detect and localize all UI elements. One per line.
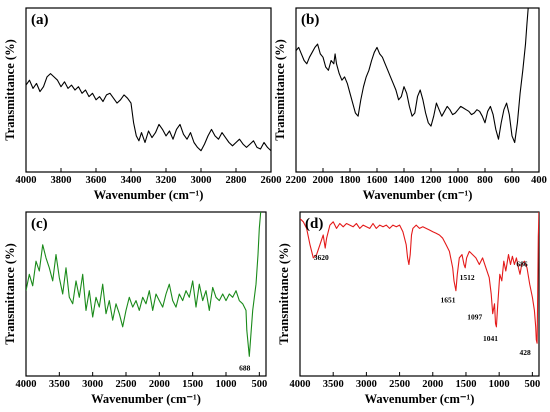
x-tick-label: 1000	[489, 379, 510, 390]
panel-d: 4000 3500 3000 2500 2000 1500 1000 500 Wavenumbe…	[277, 211, 540, 406]
peak-annotation: 428	[520, 348, 532, 357]
peak-annotation: 1512	[460, 273, 475, 282]
plot-frame	[299, 211, 540, 377]
x-tick-label: 2000	[149, 379, 170, 390]
panel-label: (b)	[301, 12, 319, 28]
x-tick-label: 1800	[340, 175, 361, 186]
peak-annotation: 686	[516, 259, 528, 268]
panel-b: 2200 2000 1800 1600 1400 1200 1000 800 600 400 Wav…	[273, 7, 547, 202]
peak-annotation: 1651	[440, 296, 455, 305]
peak-annotation: 1041	[483, 334, 498, 343]
x-tick-label: 1500	[455, 379, 476, 390]
x-tick-label: 1600	[367, 175, 388, 186]
x-axis-title: Wavenumber (cm⁻¹)	[91, 392, 201, 406]
y-axis-title: Transmittance (%)	[3, 39, 17, 141]
spectrum-line	[26, 212, 262, 357]
panel-c: 4000 3500 3000 2500 2000 1500 1000 500 Wavenumbe…	[3, 211, 267, 406]
x-tick-label: 3000	[191, 175, 212, 186]
x-tick-label: 1500	[182, 379, 203, 390]
panel-a: 4000 3800 3600 3400 3200 3000 2800 2600 Wavenumb…	[3, 7, 282, 202]
panel-label: (d)	[305, 216, 323, 232]
plot-frame	[25, 211, 267, 377]
x-tick-label: 3000	[356, 379, 377, 390]
x-tick-label: 1000	[448, 175, 469, 186]
x-tick-label: 2000	[422, 379, 443, 390]
peak-annotation: 1097	[467, 313, 482, 322]
x-tick-label: 4000	[290, 379, 311, 390]
x-tick-label: 500	[524, 379, 540, 390]
peak-annotation: 688	[239, 363, 251, 372]
x-tick-label: 600	[504, 175, 520, 186]
y-axis-title: Transmittance (%)	[273, 39, 287, 141]
x-tick-label: 3500	[49, 379, 70, 390]
panel-label: (a)	[31, 12, 49, 28]
x-tick-label: 500	[251, 379, 267, 390]
x-tick-label: 2800	[226, 175, 247, 186]
x-tick-label: 3500	[323, 379, 344, 390]
x-tick-label: 4000	[16, 175, 37, 186]
x-tick-label: 2600	[261, 175, 282, 186]
spectrum-line	[296, 8, 529, 144]
x-tick-label: 400	[531, 175, 547, 186]
x-tick-label: 2200	[286, 175, 307, 186]
x-tick-label: 3000	[82, 379, 103, 390]
peak-annotation: 3620	[314, 253, 329, 262]
x-tick-label: 3600	[86, 175, 107, 186]
y-axis-title: Transmittance (%)	[277, 243, 291, 345]
plot-frame	[25, 7, 272, 173]
x-axis-title: Wavenumber (cm⁻¹)	[365, 392, 475, 406]
spectrum-line	[26, 73, 271, 152]
x-tick-label: 1000	[216, 379, 237, 390]
x-tick-label: 1400	[394, 175, 415, 186]
x-tick-label: 3800	[51, 175, 72, 186]
x-tick-label: 2500	[389, 379, 410, 390]
x-tick-label: 4000	[16, 379, 37, 390]
x-tick-label: 3400	[121, 175, 142, 186]
panel-label: (c)	[31, 216, 48, 232]
x-tick-label: 3200	[156, 175, 177, 186]
x-axis-title: Wavenumber (cm⁻¹)	[363, 188, 473, 202]
x-tick-label: 2000	[313, 175, 334, 186]
plot-frame	[295, 7, 540, 173]
y-axis-title: Transmittance (%)	[3, 243, 17, 345]
x-tick-label: 2500	[116, 379, 137, 390]
x-tick-label: 1200	[421, 175, 442, 186]
x-tick-label: 800	[477, 175, 493, 186]
spectrum-line	[300, 212, 539, 344]
x-axis-title: Wavenumber (cm⁻¹)	[94, 188, 204, 202]
